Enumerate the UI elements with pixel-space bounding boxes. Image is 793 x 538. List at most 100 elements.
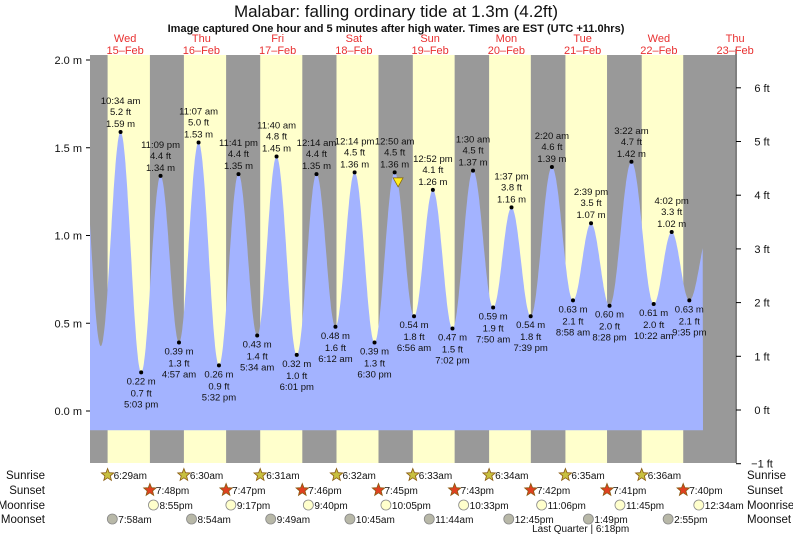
sunset-icon [142,482,158,497]
day-of-week: Wed [114,33,136,45]
sunset-time: 7:42pm [537,486,570,497]
low-tide-time: 6:12 am [318,354,352,365]
high-tide-point [274,154,279,159]
high-tide-time: 12:52 pm [413,154,453,165]
high-tide-m: 1.45 m [262,144,291,155]
low-tide-m: 0.60 m [595,310,624,321]
right-tick-label: 6 ft [754,83,769,95]
low-tide-time: 8:28 pm [592,333,626,344]
sunset-time: 7:41pm [613,486,646,497]
sunrise-icon [252,467,268,482]
high-tide-point [629,159,634,164]
high-tide-m: 1.35 m [224,161,253,172]
sunset-icon [218,482,234,497]
sunrise-time: 6:36am [648,471,681,482]
day-date: 17–Feb [259,45,296,57]
low-tide-ft: 2.1 ft [679,316,700,327]
low-tide-point [651,301,656,306]
high-tide-m: 1.02 m [657,219,686,230]
low-tide-time: 7:39 pm [514,343,548,354]
low-tide-ft: 2.0 ft [599,322,620,333]
low-tide-ft: 1.4 ft [247,352,268,363]
high-tide-point [392,170,397,175]
low-tide-time: 7:02 pm [435,356,469,367]
low-tide-ft: 2.1 ft [562,316,583,327]
low-tide-ft: 1.3 ft [364,359,385,370]
sunrise-icon [100,467,115,482]
low-tide-time: 8:58 am [556,327,590,338]
left-tick-label: 0.5 m [54,318,82,330]
tide-area [90,132,703,431]
high-tide-time: 11:40 am [257,121,296,132]
high-tide-time: 2:39 pm [574,187,608,198]
moonrise-time: 8:55pm [159,501,192,512]
moon-phase-label: Last Quarter | 6:18pm [532,524,629,535]
right-tick-label: 3 ft [754,244,769,256]
low-tide-time: 4:57 am [162,370,196,381]
moonrise-icon [536,499,548,511]
moonrise-icon [458,499,470,511]
moonset-icon [265,513,277,525]
high-tide-ft: 4.4 ft [306,149,327,160]
low-tide-ft: 2.0 ft [643,320,664,331]
sunrise-time: 6:30am [190,471,223,482]
high-tide-ft: 4.5 ft [384,147,405,158]
low-tide-time: 7:50 am [476,334,510,345]
low-tide-m: 0.59 m [479,311,508,322]
high-tide-ft: 4.1 ft [422,165,443,176]
day-of-week: Fri [271,33,284,45]
high-tide-time: 12:14 am [297,138,337,149]
low-tide-ft: 1.0 ft [286,371,307,382]
low-tide-ft: 0.7 ft [131,388,152,399]
moonset-icon [582,513,594,525]
day-date: 21–Feb [564,45,601,57]
high-tide-m: 1.26 m [418,177,447,188]
moonrise-icon [302,499,314,511]
low-tide-ft: 1.3 ft [168,359,189,370]
moonrise-time: 9:17pm [237,501,270,512]
high-tide-m: 1.36 m [340,159,369,170]
moonset-time: 1:49pm [594,515,627,526]
sunset-row-label-right: Sunset [747,485,784,497]
low-tide-point [333,324,338,329]
current-tide-marker [392,177,404,188]
moonset-time: 9:49am [277,515,310,526]
high-tide-ft: 4.4 ft [150,151,171,162]
low-tide-point [255,333,260,338]
right-tick-label: 5 ft [754,137,769,149]
low-tide-point [450,326,455,331]
high-tide-time: 11:07 am [179,106,218,117]
low-tide-m: 0.54 m [400,320,429,331]
moonset-icon [106,513,118,525]
low-tide-point [372,340,377,345]
low-tide-ft: 1.8 ft [403,332,424,343]
chart-subtitle: Image captured One hour and 5 minutes af… [168,23,625,35]
low-tide-point [294,352,299,357]
sunset-time: 7:45pm [384,486,417,497]
sunrise-icon [329,467,344,482]
moonrise-time: 11:06pm [548,501,586,512]
moonset-time: 8:54am [198,515,231,526]
sunset-icon [295,482,310,497]
moonset-row-label-left: Moonset [1,514,46,526]
sunrise-icon [558,467,573,482]
astro-rows: Sunrise Sunrise 6:29am 6:30am 6:31am 6:32am 6:… [0,467,793,535]
tide-water-area [90,132,703,431]
sunset-icon [599,482,615,497]
sunrise-icon [405,467,421,482]
moonset-time: 12:45pm [515,515,554,526]
sunrise-icon [176,467,192,482]
high-tide-point [549,165,554,170]
moonrise-row-label-left: Moonrise [0,500,45,512]
moonset-icon [423,513,435,525]
low-tide-point [139,370,144,375]
sunrise-icon [481,467,497,482]
sunset-row-label-left: Sunset [9,485,46,497]
high-tide-m: 1.53 m [184,129,213,140]
day-of-week: Wed [648,33,670,45]
high-tide-time: 12:50 am [375,136,415,147]
high-tide-time: 11:41 pm [219,138,258,149]
moonrise-icon [225,499,237,511]
low-tide-time: 5:03 pm [124,399,158,410]
low-tide-m: 0.63 m [675,304,704,315]
